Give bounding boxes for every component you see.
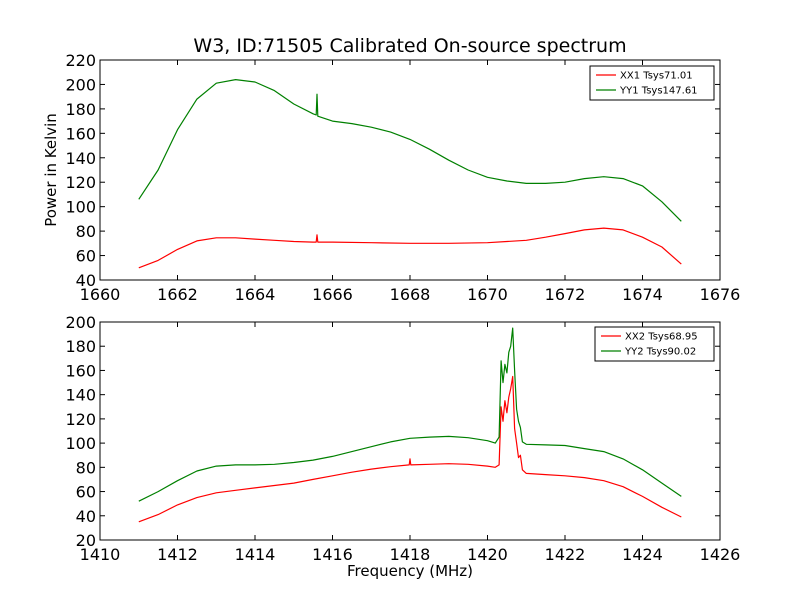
top-chart-series-green-line (138, 79, 682, 222)
bottom-chart-legend-box (594, 326, 715, 362)
top-chart-xtick-label: 1666 (312, 285, 353, 304)
bottom-chart-ytick-label: 120 (65, 410, 96, 429)
top-chart-ticks: 1660 1662 1664 1666 1668 1670 1672 1674 1676 40 60… (65, 51, 740, 304)
top-chart-ytick-label: 80 (76, 222, 96, 241)
top-chart: Power in Kelvin 1660 1662 1664 1666 1668 1670… (42, 51, 740, 304)
bottom-chart-lines (138, 327, 682, 523)
top-chart-ytick-label: 180 (65, 100, 96, 119)
bottom-chart-xtick-label: 1410 (80, 545, 121, 564)
bottom-chart-ytick-label: 200 (65, 313, 96, 332)
top-chart-series-red-line (138, 227, 682, 269)
bottom-chart-xtick-label: 1426 (700, 545, 741, 564)
bottom-chart-legend: XX2 Tsys68.95 YY2 Tsys90.02 (594, 326, 715, 362)
top-chart-ytick-label: 60 (76, 247, 96, 266)
top-chart-ylabel: Power in Kelvin (42, 113, 60, 227)
top-chart-xtick-label: 1668 (390, 285, 431, 304)
top-chart-ytick-label: 220 (65, 51, 96, 70)
bottom-chart-xtick-label: 1412 (157, 545, 198, 564)
top-chart-ytick-label: 160 (65, 124, 96, 143)
top-chart-xtick-label: 1676 (700, 285, 741, 304)
top-chart-legend-box (589, 65, 715, 101)
top-chart-ytick-label: 120 (65, 173, 96, 192)
top-chart-xtick-label: 1670 (467, 285, 508, 304)
bottom-chart-series-green-line (138, 327, 682, 502)
top-chart-lines (138, 79, 682, 269)
bottom-chart-xtick-label: 1416 (312, 545, 353, 564)
bottom-chart-ticks: 1410 1412 1414 1416 1418 1420 1422 1424 1426 20 40… (65, 313, 740, 564)
top-chart-legend-label: XX1 Tsys71.01 (620, 71, 693, 82)
top-chart-xtick-label: 1662 (157, 285, 198, 304)
bottom-chart-frame (99, 321, 721, 541)
bottom-chart-ytick-label: 100 (65, 434, 96, 453)
bottom-chart-xtick-label: 1414 (235, 545, 276, 564)
bottom-chart-legend-label: XX2 Tsys68.95 (625, 332, 698, 343)
top-chart-xtick-label: 1664 (235, 285, 276, 304)
top-chart-xtick-label: 1674 (622, 285, 663, 304)
bottom-chart-legend-label: YY2 Tsys90.02 (624, 347, 696, 358)
bottom-chart-ytick-label: 80 (76, 458, 96, 477)
bottom-chart-ytick-label: 140 (65, 386, 96, 405)
top-chart-legend: XX1 Tsys71.01 YY1 Tsys147.61 (589, 65, 715, 101)
bottom-chart-series-red-line (138, 375, 682, 523)
top-chart-ytick-label: 200 (65, 75, 96, 94)
bottom-chart-ytick-label: 160 (65, 361, 96, 380)
top-chart-frame (99, 59, 721, 281)
bottom-chart: Frequency (MHz) 1410 1412 1414 1416 1418 1420… (65, 313, 740, 580)
figure-title: W3, ID:71505 Calibrated On-source spectr… (193, 35, 626, 57)
bottom-chart-xlabel: Frequency (MHz) (347, 562, 473, 580)
bottom-chart-ytick-label: 60 (76, 483, 96, 502)
bottom-chart-ytick-label: 20 (76, 531, 96, 550)
top-chart-xtick-label: 1660 (80, 285, 121, 304)
top-chart-ytick-label: 140 (65, 149, 96, 168)
top-chart-legend-label: YY1 Tsys147.61 (619, 86, 698, 97)
bottom-chart-xtick-label: 1418 (390, 545, 431, 564)
bottom-chart-xtick-label: 1420 (467, 545, 508, 564)
top-chart-ytick-label: 100 (65, 198, 96, 217)
bottom-chart-xtick-label: 1424 (622, 545, 663, 564)
top-chart-xtick-label: 1672 (545, 285, 586, 304)
bottom-chart-ytick-label: 40 (76, 507, 96, 526)
bottom-chart-ytick-label: 180 (65, 337, 96, 356)
bottom-chart-xtick-label: 1422 (545, 545, 586, 564)
top-chart-ytick-label: 40 (76, 271, 96, 290)
